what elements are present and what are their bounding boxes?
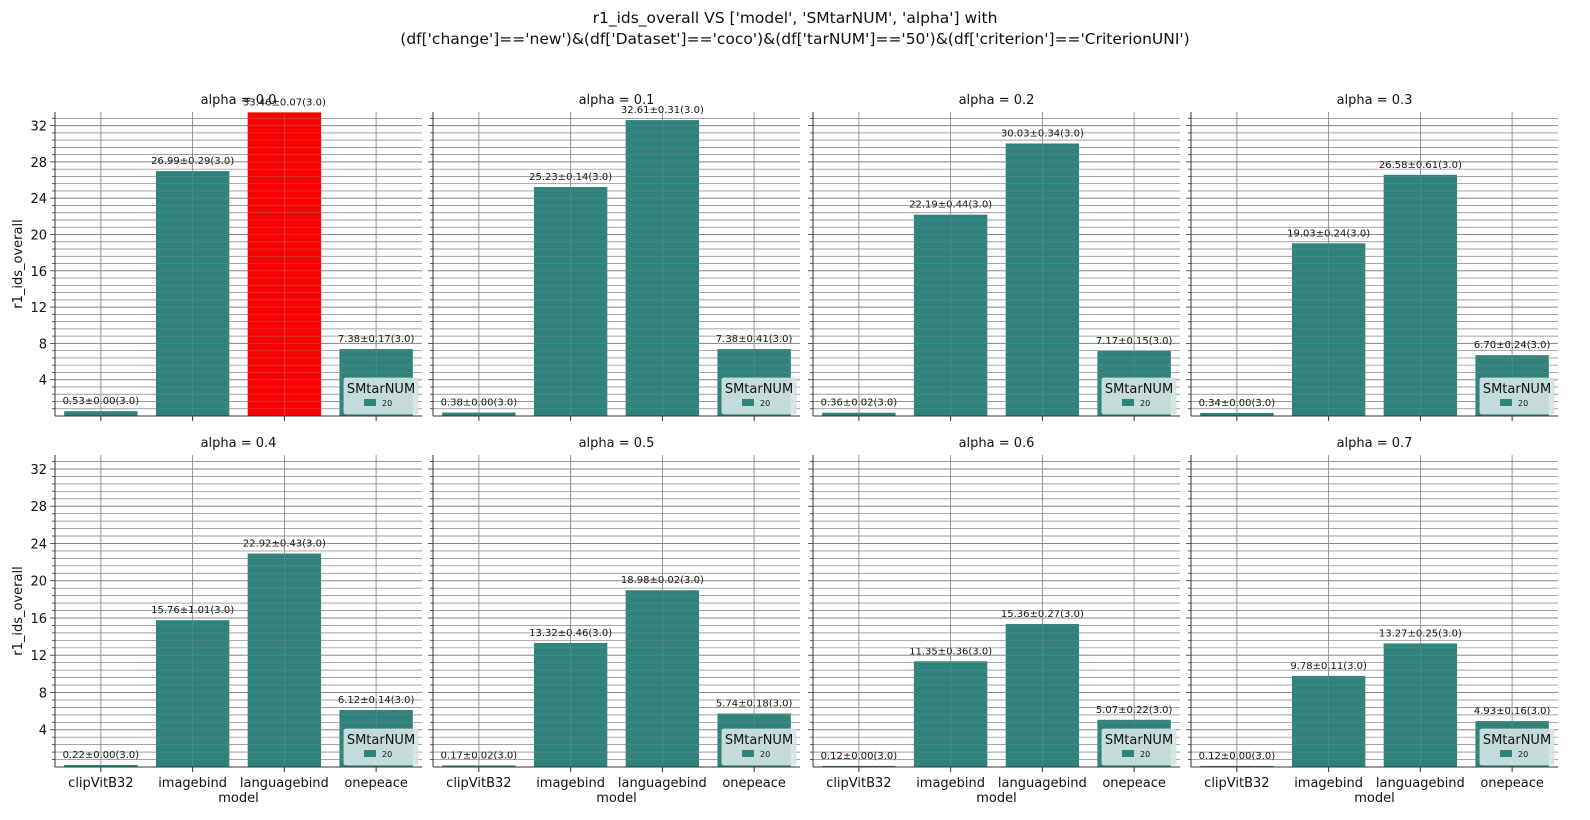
x-tick-label: imagebind bbox=[536, 776, 605, 791]
x-tick-label: imagebind bbox=[916, 776, 985, 791]
legend-title: SMtarNUM bbox=[1483, 733, 1551, 748]
y-tick-label: 16 bbox=[30, 265, 47, 280]
x-tick-label: clipVitB32 bbox=[1204, 776, 1269, 791]
y-tick-label: 24 bbox=[30, 192, 47, 207]
y-tick-label: 20 bbox=[30, 575, 47, 590]
legend-title: SMtarNUM bbox=[725, 382, 793, 397]
x-tick-label: imagebind bbox=[158, 776, 227, 791]
x-tick-label: onepeace bbox=[1480, 776, 1544, 791]
legend-swatch bbox=[742, 750, 754, 757]
legend-box bbox=[343, 377, 419, 415]
panel-title: alpha = 0.5 bbox=[579, 436, 655, 451]
y-axis-label: r1_ids_overall bbox=[11, 566, 26, 655]
chart-title-line-1: r1_ids_overall VS ['model', 'SMtarNUM', … bbox=[592, 9, 998, 27]
y-tick-label: 4 bbox=[39, 374, 47, 389]
panel-title: alpha = 0.3 bbox=[1337, 93, 1413, 108]
x-tick-label: languagebind bbox=[1376, 776, 1465, 791]
y-tick-label: 24 bbox=[30, 537, 47, 552]
panel-7: 0.12±0.00(3.0)11.35±0.36(3.0)15.36±0.27(… bbox=[808, 436, 1180, 806]
legend-title: SMtarNUM bbox=[1105, 733, 1173, 748]
x-tick-label: clipVitB32 bbox=[826, 776, 891, 791]
y-tick-label: 28 bbox=[30, 500, 47, 515]
x-tick-label: onepeace bbox=[344, 776, 408, 791]
y-tick-label: 32 bbox=[30, 120, 47, 135]
legend-entry: 20 bbox=[1140, 750, 1150, 759]
legend-entry: 20 bbox=[382, 399, 392, 408]
y-tick-label: 32 bbox=[30, 463, 47, 478]
legend-box bbox=[343, 728, 419, 766]
legend-swatch bbox=[1500, 399, 1512, 406]
legend-box bbox=[1101, 377, 1177, 415]
y-tick-label: 8 bbox=[39, 337, 47, 352]
panel-title: alpha = 0.6 bbox=[959, 436, 1035, 451]
panel-3: 0.36±0.02(3.0)22.19±0.44(3.0)30.03±0.34(… bbox=[808, 93, 1180, 421]
panel-title: alpha = 0.7 bbox=[1337, 436, 1413, 451]
panel-2: 0.38±0.00(3.0)25.23±0.14(3.0)32.61±0.31(… bbox=[428, 93, 800, 421]
bar-value-label: 32.61±0.31(3.0) bbox=[621, 105, 704, 116]
panel-title: alpha = 0.1 bbox=[579, 93, 655, 108]
legend-title: SMtarNUM bbox=[347, 382, 415, 397]
y-tick-label: 16 bbox=[30, 612, 47, 627]
x-tick-label: clipVitB32 bbox=[68, 776, 133, 791]
legend-entry: 20 bbox=[1518, 750, 1528, 759]
panel-4: 0.34±0.00(3.0)19.03±0.24(3.0)26.58±0.61(… bbox=[1186, 93, 1558, 421]
panel-title: alpha = 0.2 bbox=[959, 93, 1035, 108]
panel-5: 0.22±0.00(3.0)15.76±1.01(3.0)22.92±0.43(… bbox=[11, 436, 422, 806]
panel-8: 0.12±0.00(3.0)9.78±0.11(3.0)13.27±0.25(3… bbox=[1186, 436, 1558, 806]
x-tick-label: onepeace bbox=[1102, 776, 1166, 791]
x-tick-label: onepeace bbox=[722, 776, 786, 791]
legend-entry: 20 bbox=[760, 750, 770, 759]
legend-swatch bbox=[364, 750, 376, 757]
y-tick-label: 12 bbox=[30, 649, 47, 664]
legend-title: SMtarNUM bbox=[1105, 382, 1173, 397]
legend-title: SMtarNUM bbox=[725, 733, 793, 748]
y-tick-label: 28 bbox=[30, 156, 47, 171]
panel-title: alpha = 0.0 bbox=[201, 93, 277, 108]
x-axis-label: model bbox=[218, 791, 258, 806]
legend-box bbox=[1479, 377, 1555, 415]
legend-swatch bbox=[1122, 750, 1134, 757]
x-tick-label: clipVitB32 bbox=[446, 776, 511, 791]
x-tick-label: languagebind bbox=[618, 776, 707, 791]
y-tick-label: 20 bbox=[30, 229, 47, 244]
legend-swatch bbox=[742, 399, 754, 406]
x-tick-label: imagebind bbox=[1294, 776, 1363, 791]
y-axis-label: r1_ids_overall bbox=[11, 219, 26, 308]
panel-1: 0.53±0.00(3.0)26.99±0.29(3.0)33.46±0.07(… bbox=[11, 93, 422, 421]
panel-6: 0.17±0.02(3.0)13.32±0.46(3.0)18.98±0.02(… bbox=[428, 436, 800, 806]
bar-value-label: 33.46±0.07(3.0) bbox=[243, 97, 326, 108]
legend-title: SMtarNUM bbox=[1483, 382, 1551, 397]
y-tick-label: 4 bbox=[39, 724, 47, 739]
legend-entry: 20 bbox=[760, 399, 770, 408]
x-axis-label: model bbox=[1354, 791, 1394, 806]
legend-title: SMtarNUM bbox=[347, 733, 415, 748]
legend-swatch bbox=[1500, 750, 1512, 757]
legend-entry: 20 bbox=[382, 750, 392, 759]
y-tick-label: 12 bbox=[30, 301, 47, 316]
legend-box bbox=[721, 377, 797, 415]
x-tick-label: languagebind bbox=[998, 776, 1087, 791]
legend-swatch bbox=[364, 399, 376, 406]
legend-entry: 20 bbox=[1518, 399, 1528, 408]
x-axis-label: model bbox=[596, 791, 636, 806]
legend-box bbox=[721, 728, 797, 766]
chart-title-line-2: (df['change']=='new')&(df['Dataset']=='c… bbox=[400, 30, 1190, 48]
x-tick-label: languagebind bbox=[240, 776, 329, 791]
legend-swatch bbox=[1122, 399, 1134, 406]
x-axis-label: model bbox=[976, 791, 1016, 806]
legend-box bbox=[1479, 728, 1555, 766]
legend-entry: 20 bbox=[1140, 399, 1150, 408]
y-tick-label: 8 bbox=[39, 686, 47, 701]
legend-box bbox=[1101, 728, 1177, 766]
panel-title: alpha = 0.4 bbox=[201, 436, 277, 451]
